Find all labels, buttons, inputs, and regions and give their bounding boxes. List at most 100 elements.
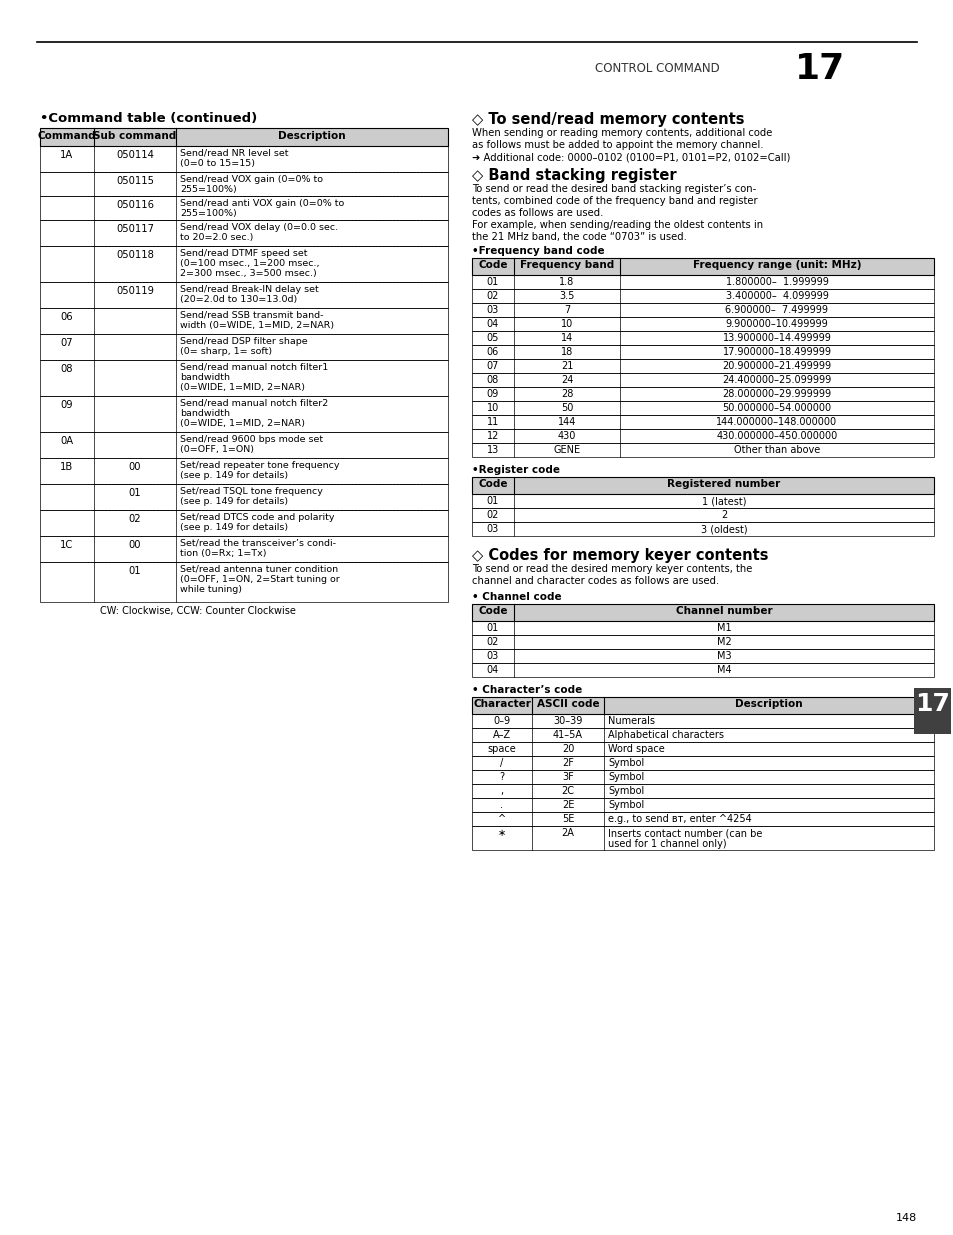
Bar	[472, 508, 933, 522]
Bar	[472, 650, 933, 663]
Bar	[472, 621, 933, 635]
Text: width (0=WIDE, 1=MID, 2=NAR): width (0=WIDE, 1=MID, 2=NAR)	[180, 321, 334, 330]
Bar	[40, 484, 448, 510]
Text: 0–9: 0–9	[493, 716, 510, 726]
Bar	[472, 429, 933, 443]
Text: 01: 01	[129, 566, 141, 576]
Text: Frequency range (unit: MHz): Frequency range (unit: MHz)	[692, 261, 861, 270]
Text: (0=WIDE, 1=MID, 2=NAR): (0=WIDE, 1=MID, 2=NAR)	[180, 419, 305, 429]
Text: Send/read DSP filter shape: Send/read DSP filter shape	[180, 337, 307, 346]
Text: 144.000000–148.000000: 144.000000–148.000000	[716, 417, 837, 427]
Text: Set/read TSQL tone frequency: Set/read TSQL tone frequency	[180, 487, 322, 496]
Text: 00: 00	[129, 462, 141, 472]
Text: 02: 02	[486, 291, 498, 301]
Text: (0=0 to 15=15): (0=0 to 15=15)	[180, 159, 254, 168]
Text: 0A: 0A	[60, 436, 73, 446]
Text: Command: Command	[38, 131, 96, 141]
Text: Other than above: Other than above	[733, 445, 820, 454]
Text: Description: Description	[735, 699, 802, 709]
Text: 06: 06	[61, 312, 73, 322]
Text: 17: 17	[914, 692, 949, 716]
Text: tents, combined code of the frequency band and register: tents, combined code of the frequency ba…	[472, 196, 757, 206]
Bar	[472, 275, 933, 289]
Text: as follows must be added to appoint the memory channel.: as follows must be added to appoint the …	[472, 140, 762, 149]
Bar	[40, 359, 448, 396]
Text: 02: 02	[486, 637, 498, 647]
Text: 05: 05	[486, 333, 498, 343]
Text: • Character’s code: • Character’s code	[472, 685, 581, 695]
Text: For example, when sending/reading the oldest contents in: For example, when sending/reading the ol…	[472, 220, 762, 230]
Text: ASCII code: ASCII code	[537, 699, 598, 709]
Text: bandwidth: bandwidth	[180, 373, 230, 382]
Bar	[472, 742, 933, 756]
Text: Send/read NR level set: Send/read NR level set	[180, 149, 288, 158]
Text: ◇ Band stacking register: ◇ Band stacking register	[472, 168, 676, 183]
Text: 050118: 050118	[116, 249, 153, 261]
Text: Set/read antenna tuner condition: Set/read antenna tuner condition	[180, 564, 337, 574]
Text: Symbol: Symbol	[607, 772, 643, 782]
Text: 1A: 1A	[60, 149, 73, 161]
Bar	[472, 303, 933, 317]
Text: (0=100 msec., 1=200 msec.,: (0=100 msec., 1=200 msec.,	[180, 259, 319, 268]
Text: 2A: 2A	[561, 827, 574, 839]
Text: 21: 21	[560, 361, 573, 370]
Bar	[40, 282, 448, 308]
Bar	[472, 798, 933, 811]
Text: 24.400000–25.099999: 24.400000–25.099999	[721, 375, 831, 385]
Text: 2: 2	[720, 510, 726, 520]
Text: 3 (oldest): 3 (oldest)	[700, 524, 746, 534]
Text: (see p. 149 for details): (see p. 149 for details)	[180, 471, 288, 480]
Text: •Register code: •Register code	[472, 466, 559, 475]
Text: 50.000000–54.000000: 50.000000–54.000000	[721, 403, 831, 412]
Text: /: /	[500, 758, 503, 768]
Text: Frequency band: Frequency band	[519, 261, 614, 270]
Text: ◇ Codes for memory keyer contents: ◇ Codes for memory keyer contents	[472, 548, 768, 563]
Text: To send or read the desired band stacking register’s con-: To send or read the desired band stackin…	[472, 184, 756, 194]
Bar	[472, 401, 933, 415]
Text: 30–39: 30–39	[553, 716, 582, 726]
Bar	[472, 373, 933, 387]
Text: 20.900000–21.499999: 20.900000–21.499999	[721, 361, 831, 370]
Text: while tuning): while tuning)	[180, 585, 242, 594]
Text: 11: 11	[486, 417, 498, 427]
Text: 08: 08	[486, 375, 498, 385]
Text: Alphabetical characters: Alphabetical characters	[607, 730, 723, 740]
Text: 1 (latest): 1 (latest)	[701, 496, 745, 506]
Text: M2: M2	[716, 637, 731, 647]
Text: Send/read SSB transmit band-: Send/read SSB transmit band-	[180, 311, 323, 320]
Text: used for 1 channel only): used for 1 channel only)	[607, 839, 726, 848]
Text: (0=OFF, 1=ON, 2=Start tuning or: (0=OFF, 1=ON, 2=Start tuning or	[180, 576, 339, 584]
Bar	[40, 128, 448, 146]
Text: (0=OFF, 1=ON): (0=OFF, 1=ON)	[180, 445, 253, 454]
Text: When sending or reading memory contents, additional code: When sending or reading memory contents,…	[472, 128, 772, 138]
Text: 01: 01	[486, 277, 498, 287]
Text: 03: 03	[486, 524, 498, 534]
Text: 09: 09	[486, 389, 498, 399]
Bar	[40, 562, 448, 601]
Text: Character: Character	[473, 699, 531, 709]
Text: A–Z: A–Z	[493, 730, 511, 740]
Text: 01: 01	[486, 496, 498, 506]
Bar	[913, 688, 950, 734]
Text: 01: 01	[129, 488, 141, 498]
Text: 3.5: 3.5	[558, 291, 574, 301]
Bar	[40, 308, 448, 333]
Text: 050115: 050115	[116, 177, 153, 186]
Text: 2E: 2E	[561, 800, 574, 810]
Text: 050116: 050116	[116, 200, 153, 210]
Text: Set/read the transceiver’s condi-: Set/read the transceiver’s condi-	[180, 538, 335, 548]
Text: Symbol: Symbol	[607, 785, 643, 797]
Text: 3.400000–  4.099999: 3.400000– 4.099999	[725, 291, 827, 301]
Bar	[472, 359, 933, 373]
Text: 28.000000–29.999999: 28.000000–29.999999	[721, 389, 831, 399]
Text: 6.900000–  7.499999: 6.900000– 7.499999	[724, 305, 827, 315]
Text: 255=100%): 255=100%)	[180, 209, 236, 219]
Text: 050119: 050119	[116, 287, 153, 296]
Text: 17: 17	[794, 52, 844, 86]
Bar	[472, 714, 933, 727]
Bar	[40, 432, 448, 458]
Text: Send/read VOX gain (0=0% to: Send/read VOX gain (0=0% to	[180, 175, 323, 184]
Text: 1C: 1C	[60, 540, 73, 550]
Text: Numerals: Numerals	[607, 716, 655, 726]
Text: Code: Code	[477, 606, 507, 616]
